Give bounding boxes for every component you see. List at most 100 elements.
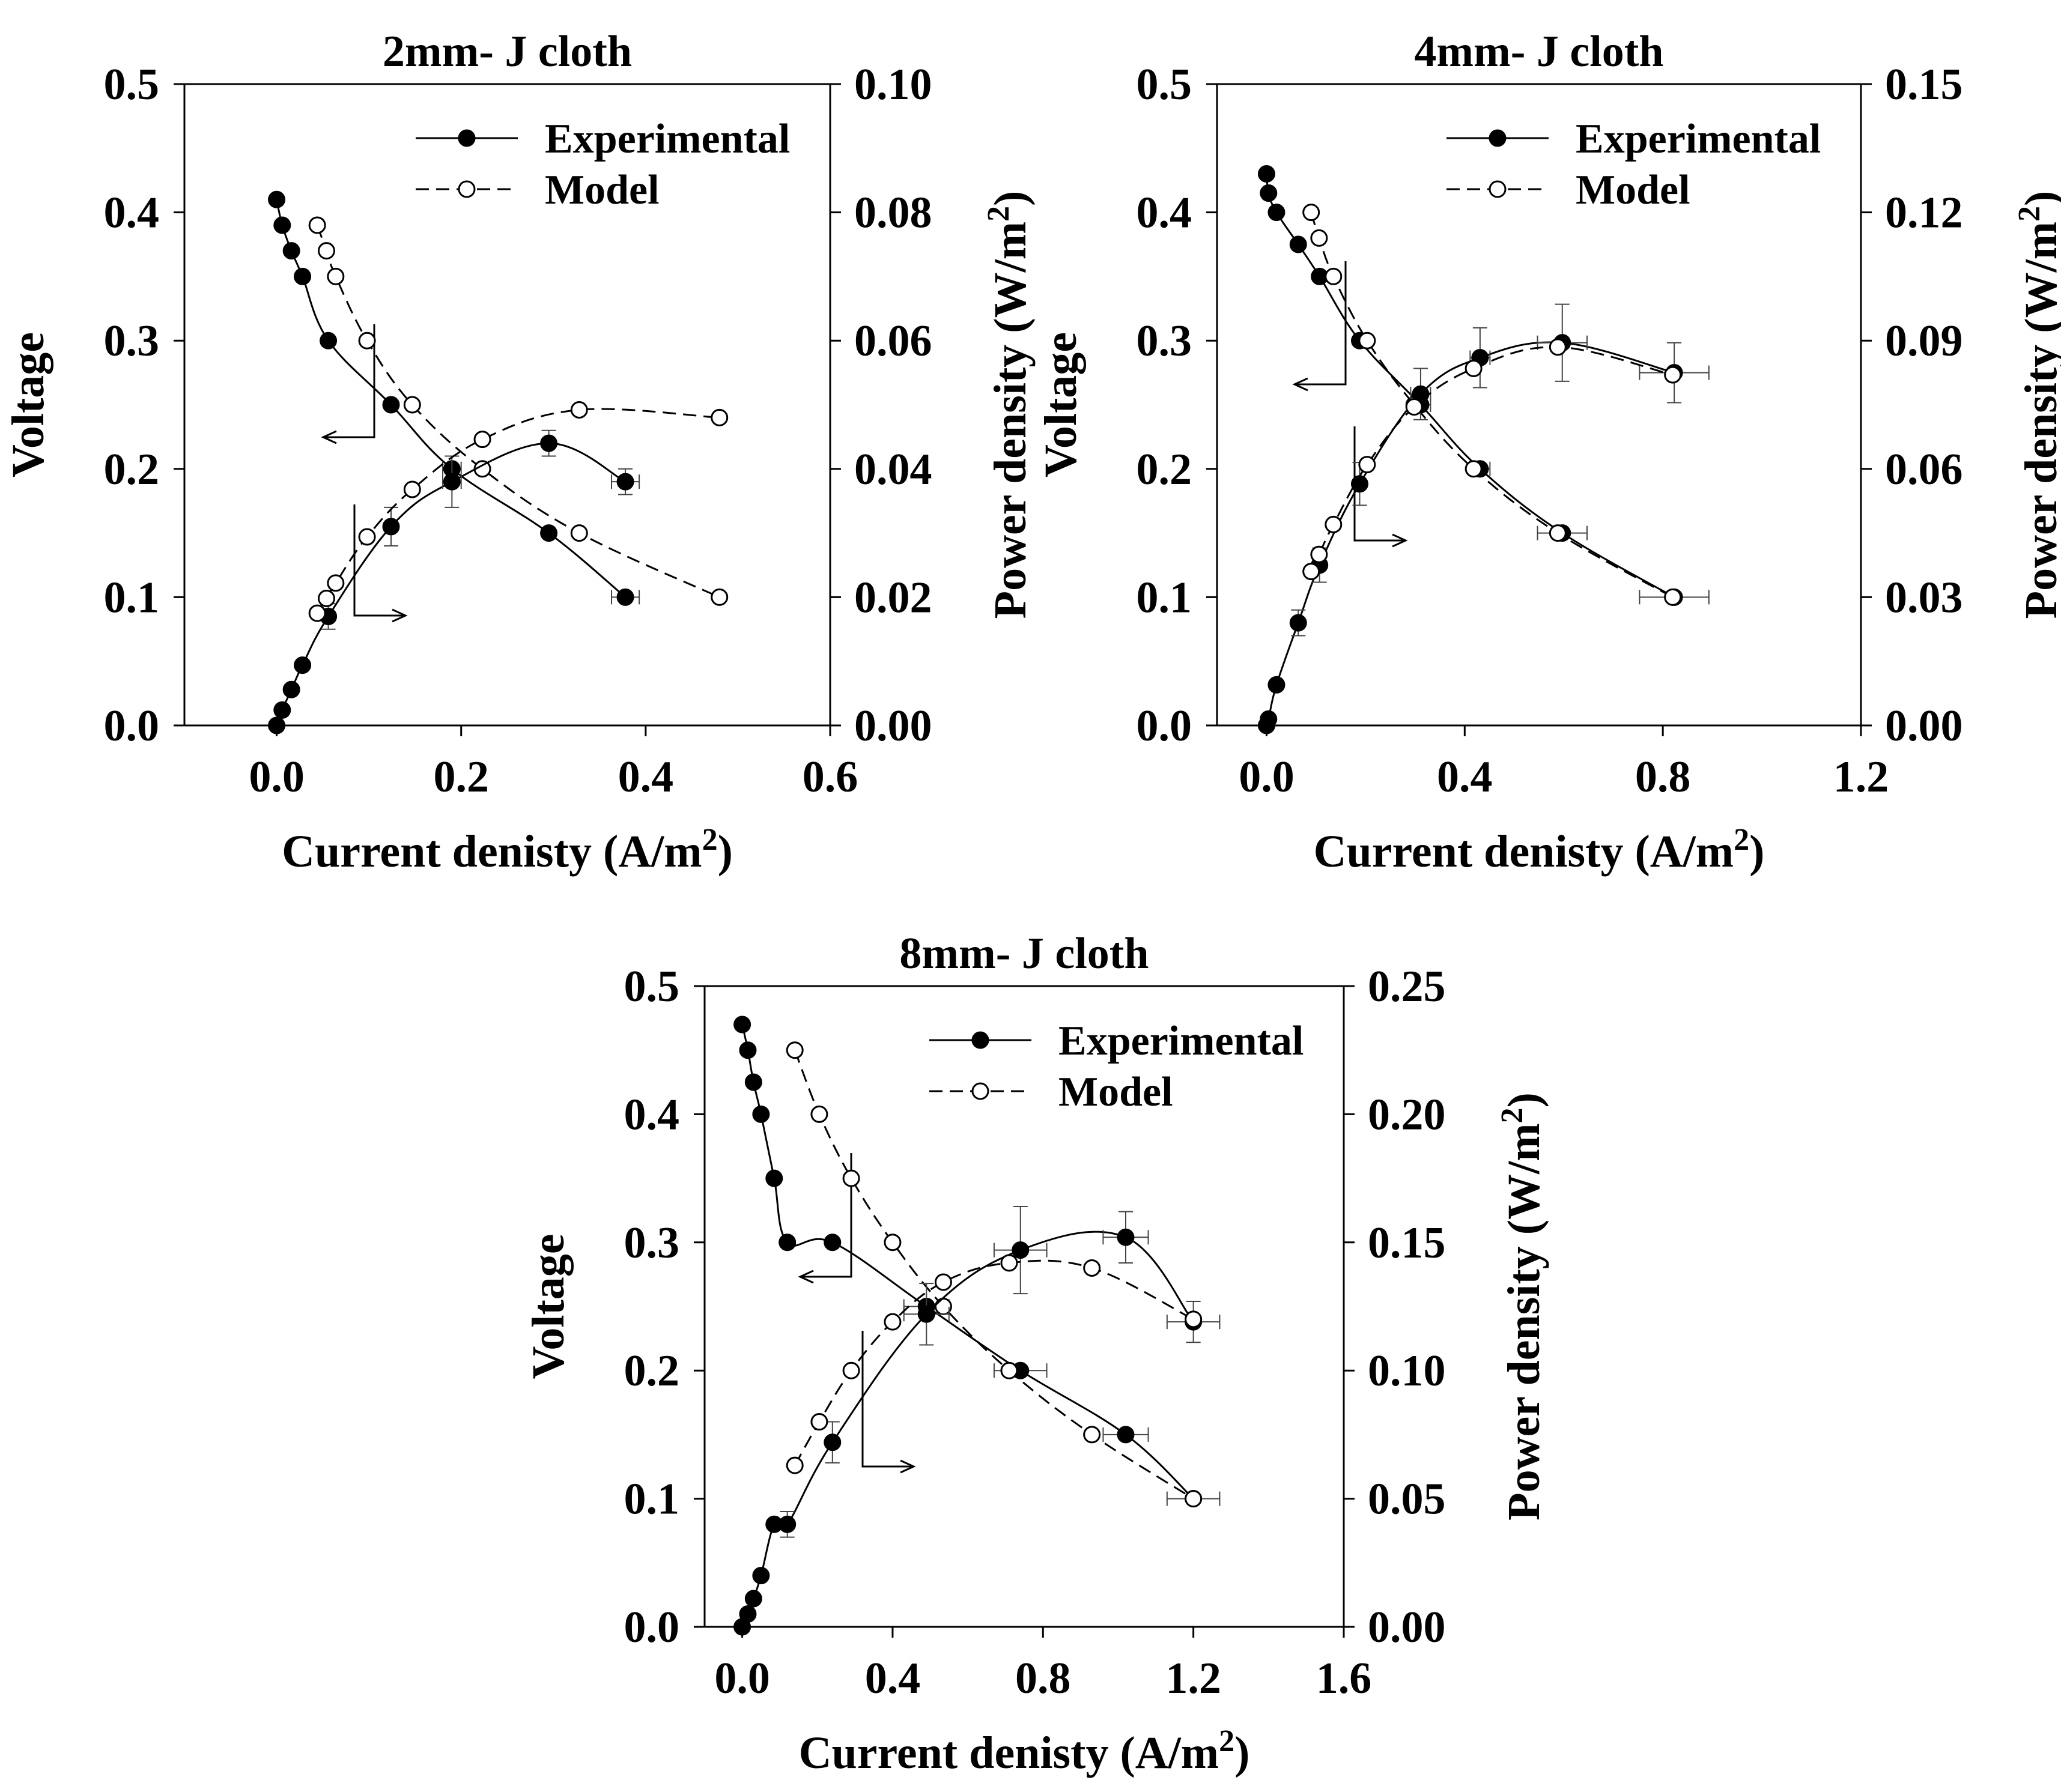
data-point [1465, 460, 1483, 478]
data-point [1083, 1259, 1101, 1277]
y-axis-label: Voltage [523, 1234, 574, 1379]
x-axis-label: Current denisty (A/m2) [799, 1724, 1250, 1778]
series-power-model [1302, 338, 1682, 581]
data-point [786, 1041, 804, 1059]
y-tick-label: 0.0 [1137, 701, 1192, 751]
y2-axis-label: Power density (W/m2) [982, 191, 1036, 619]
y2-tick-label: 0.02 [854, 573, 932, 622]
legend-item-model: Model [929, 1069, 1173, 1115]
data-point [268, 190, 286, 208]
y2-tick-label: 0.15 [1368, 1218, 1446, 1268]
data-point [1310, 229, 1328, 247]
y-tick-label: 0.4 [104, 189, 160, 238]
legend-item-model: Model [416, 167, 660, 213]
legend: Experimental Model [416, 116, 790, 213]
y-tick-label: 0.3 [624, 1218, 680, 1268]
data-point [570, 524, 588, 542]
legend-label: Model [545, 167, 660, 213]
data-point [1302, 563, 1320, 581]
legend-marker [1489, 180, 1507, 198]
data-point [739, 1041, 757, 1059]
legend-item-model: Model [1446, 167, 1690, 213]
legend-marker [1489, 129, 1507, 147]
data-point [327, 574, 345, 592]
data-point [1083, 1426, 1101, 1444]
legend-marker [971, 1031, 989, 1049]
data-point [733, 1016, 751, 1034]
data-point [403, 396, 421, 414]
x-tick-label: 1.2 [1165, 1654, 1221, 1703]
y2-tick-label: 0.08 [854, 189, 932, 238]
y2-tick-label: 0.00 [1368, 1603, 1446, 1652]
legend-label: Experimental [545, 116, 790, 162]
data-point [711, 408, 729, 426]
data-point [1267, 676, 1285, 694]
legend-marker [458, 180, 476, 198]
data-point [616, 473, 634, 491]
x-tick-label: 0.0 [249, 752, 305, 802]
x-tick-label: 1.2 [1833, 752, 1889, 802]
x-tick-label: 0.0 [1239, 752, 1295, 802]
data-point [1465, 359, 1483, 377]
data-point [294, 656, 312, 674]
data-point [1549, 338, 1567, 356]
series-voltage-model [308, 216, 729, 606]
x-tick-label: 0.0 [714, 1654, 770, 1703]
y2-axis-label: Power density (W/m2) [1495, 1092, 1549, 1521]
x-tick-label: 0.4 [618, 752, 674, 802]
data-point [318, 242, 335, 260]
data-point [443, 473, 461, 491]
data-point [1185, 1310, 1203, 1328]
legend-item-experimental: Experimental [416, 116, 790, 162]
y2-tick-label: 0.09 [1885, 316, 1963, 366]
data-point [540, 524, 558, 542]
legend-label: Model [1576, 167, 1690, 213]
y-axis-label: Voltage [1036, 332, 1086, 477]
data-point [382, 396, 400, 414]
legend-label: Experimental [1576, 116, 1821, 162]
data-point [268, 716, 286, 734]
y-tick-label: 0.4 [624, 1090, 680, 1139]
y-tick-label: 0.1 [1137, 573, 1192, 622]
data-point [1117, 1426, 1135, 1444]
data-point [1302, 204, 1320, 222]
data-point [273, 216, 291, 234]
data-point [318, 590, 335, 608]
y2-tick-label: 0.00 [1885, 701, 1963, 751]
data-point [917, 1305, 935, 1323]
y-tick-label: 0.2 [1137, 445, 1192, 494]
data-point [1000, 1254, 1018, 1272]
y2-axis-label: Power density (W/m2) [2012, 191, 2061, 619]
data-point [884, 1234, 902, 1252]
data-point [327, 267, 345, 285]
data-point [779, 1234, 797, 1252]
chart-title: 4mm- J cloth [1414, 27, 1663, 76]
y-tick-label: 0.5 [1137, 60, 1192, 109]
legend-item-experimental: Experimental [1446, 116, 1821, 162]
data-point [308, 604, 326, 622]
power-axis-indicator [353, 504, 408, 623]
data-point [1257, 165, 1275, 183]
voltage-axis-indicator [321, 324, 375, 444]
data-point [752, 1567, 770, 1585]
series-power-model [786, 1254, 1203, 1474]
data-point [540, 434, 558, 452]
y-tick-label: 0.3 [104, 316, 160, 366]
y-tick-label: 0.5 [624, 962, 680, 1011]
legend-marker [971, 1082, 989, 1100]
voltage-axis-indicator [798, 1153, 852, 1284]
x-tick-label: 0.8 [1635, 752, 1691, 802]
y2-tick-label: 0.04 [854, 445, 932, 494]
y-tick-label: 0.1 [104, 573, 160, 622]
y-tick-label: 0.2 [624, 1346, 680, 1396]
data-point [282, 242, 300, 260]
data-point [1000, 1361, 1018, 1379]
data-point [1325, 267, 1343, 285]
data-point [1664, 366, 1682, 384]
x-tick-label: 0.8 [1015, 1654, 1071, 1703]
y2-tick-label: 0.10 [854, 60, 932, 109]
data-point [473, 431, 491, 449]
plot-frame [183, 83, 831, 727]
data-point [765, 1169, 783, 1187]
x-tick-label: 1.6 [1316, 1654, 1372, 1703]
